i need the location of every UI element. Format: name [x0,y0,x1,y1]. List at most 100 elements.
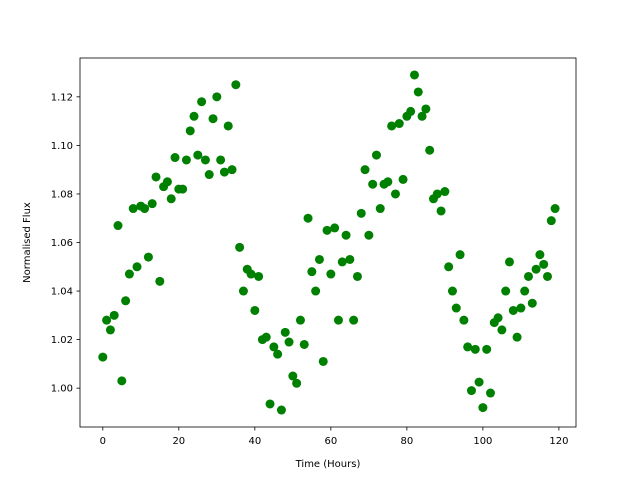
data-point [413,87,423,97]
data-point [311,286,321,296]
data-point [227,165,237,175]
data-point [542,271,552,281]
data-point [189,111,199,121]
data-point [352,271,362,281]
x-axis: 0 20 40 60 80 100 120 [100,427,568,447]
data-point [292,378,302,388]
data-point [178,184,188,194]
data-point [288,371,298,381]
x-tick-label: 0 [100,436,106,447]
data-point [105,325,115,335]
data-point [117,376,127,386]
data-point [140,204,150,214]
data-point [360,165,370,175]
data-point [349,315,359,325]
data-point [235,242,245,252]
data-point [166,194,176,204]
x-tick-label: 20 [172,436,185,447]
data-point [231,80,241,90]
y-tick-label: 1.06 [51,238,73,249]
y-tick-label: 1.02 [51,335,73,346]
data-point [459,315,469,325]
data-point [482,344,492,354]
data-point [470,344,480,354]
data-point [390,189,400,199]
data-point [151,172,161,182]
data-point [425,145,435,155]
data-point [463,342,473,352]
data-point [337,257,347,267]
data-point [250,305,260,315]
data-point [504,257,514,267]
x-tick-label: 120 [549,436,568,447]
data-point [212,92,222,102]
data-point [546,216,556,226]
y-tick-label: 1.04 [51,287,73,298]
data-point [113,221,123,231]
data-point [398,174,408,184]
data-point [208,114,218,124]
data-point [124,269,134,279]
x-tick-label: 100 [473,436,492,447]
data-point [109,310,119,320]
data-point [128,204,138,214]
data-point [440,187,450,197]
data-point [318,356,328,366]
data-point [330,223,340,233]
data-point [170,153,180,163]
data-point [451,303,461,313]
y-axis-label: Normalised Flux [22,202,33,283]
data-point [269,342,279,352]
data-point [333,315,343,325]
data-point [254,271,264,281]
data-point [193,150,203,160]
data-point [238,286,248,296]
data-point [512,332,522,342]
data-point [417,111,427,121]
data-point [216,155,226,165]
data-point [394,119,404,129]
y-tick-label: 1.12 [51,92,73,103]
x-axis-label: Time (Hours) [295,459,361,470]
data-point [219,167,229,177]
data-point [185,126,195,136]
x-tick-label: 40 [248,436,261,447]
data-point [527,298,537,308]
data-point [539,259,549,269]
data-point [341,230,351,240]
data-point [447,286,457,296]
data-point [375,204,385,214]
data-point [322,225,332,235]
data-point [535,250,545,260]
data-point [223,121,233,131]
data-point [273,349,283,359]
data-point [314,254,324,264]
data-point [523,271,533,281]
data-point [162,177,172,187]
y-tick-label: 1.10 [51,141,73,152]
y-tick-label: 1.08 [51,189,73,200]
data-point [98,352,108,362]
data-point [520,286,530,296]
data-point [531,264,541,274]
data-point [406,106,416,116]
data-point [466,386,476,396]
data-point [132,262,142,272]
data-point [485,388,495,398]
data-point [197,97,207,107]
data-point [497,325,507,335]
data-point [280,327,290,337]
data-point [436,206,446,216]
data-point [246,269,256,279]
data-point [356,208,366,218]
x-tick-label: 60 [324,436,337,447]
data-point [516,303,526,313]
data-point [345,254,355,264]
data-point [371,150,381,160]
y-axis: 1.00 1.02 1.04 1.06 1.08 1.10 1.12 [51,92,80,395]
data-point [444,262,454,272]
data-point [204,170,214,180]
data-point [265,399,275,409]
data-point [102,315,112,325]
